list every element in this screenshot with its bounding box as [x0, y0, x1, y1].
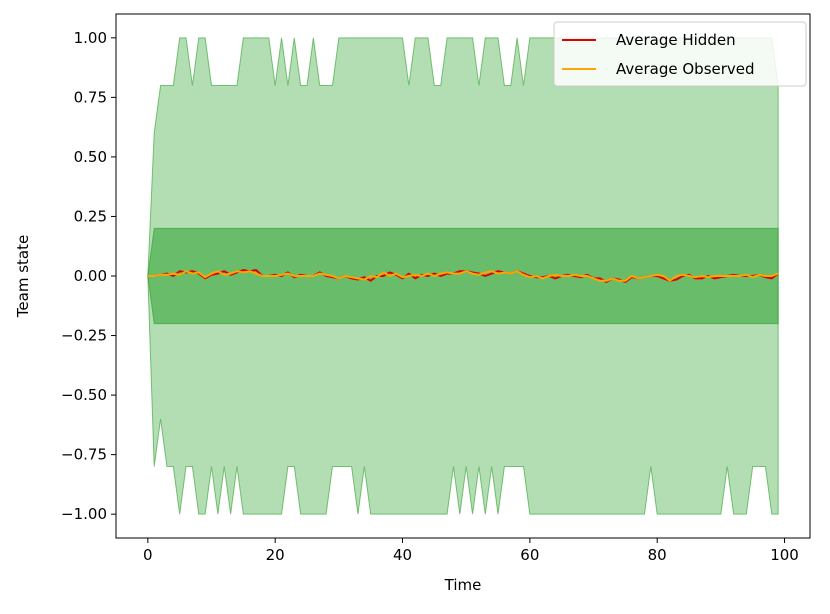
x-axis-ticks: 0 20 40 60 80 100: [143, 538, 799, 564]
x-tick-label: 100: [770, 546, 799, 564]
y-tick-label: 0.25: [74, 207, 107, 225]
y-tick-label: −0.75: [61, 446, 107, 464]
x-tick-label: 60: [520, 546, 539, 564]
y-tick-label: −1.00: [61, 505, 107, 523]
x-tick-label: 20: [266, 546, 285, 564]
series-line-average-observed: [147, 270, 779, 282]
bands-layer: [147, 37, 779, 515]
y-tick-label: −0.25: [61, 327, 107, 345]
legend-box: [553, 21, 807, 87]
x-axis-label: Time: [444, 576, 482, 594]
legend: Average Hidden Average Observed: [553, 21, 807, 87]
y-tick-label: 0.75: [74, 88, 107, 106]
x-tick-label: 40: [393, 546, 412, 564]
legend-label-average-hidden: Average Hidden: [616, 31, 736, 49]
y-tick-label: 1.00: [74, 29, 107, 47]
y-tick-label: 0.00: [74, 267, 107, 285]
y-axis-ticks: −1.00 −0.75 −0.50 −0.25 0.00 0.25 0.50 0.75 1.00: [61, 29, 116, 523]
series-line-average-hidden: [147, 269, 779, 283]
lines-layer: [147, 269, 779, 283]
y-tick-label: −0.50: [61, 386, 107, 404]
x-tick-label: 0: [143, 546, 153, 564]
y-axis-label: Team state: [14, 235, 32, 318]
band-inner-range: [147, 227, 779, 325]
x-tick-label: 80: [648, 546, 667, 564]
legend-label-average-observed: Average Observed: [616, 60, 755, 78]
y-tick-label: 0.50: [74, 148, 107, 166]
